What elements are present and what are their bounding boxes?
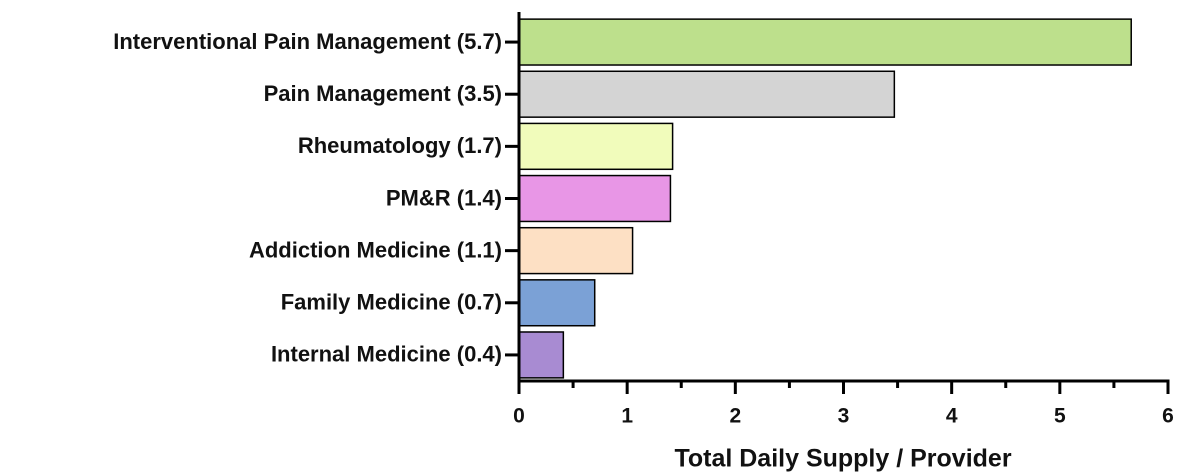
x-tick-label: 5 [1054, 405, 1066, 428]
x-tick-label: 3 [838, 405, 850, 428]
x-tick-label: 1 [621, 405, 633, 428]
bar [518, 18, 1132, 66]
x-tick-label: 0 [513, 405, 525, 428]
y-tick-label: Interventional Pain Management (5.7) [113, 29, 502, 54]
bar [518, 122, 674, 171]
y-tick-label: Rheumatology (1.7) [298, 133, 502, 158]
bar [518, 174, 672, 223]
bar [518, 331, 565, 379]
bar [518, 279, 596, 327]
x-tick-label: 2 [729, 405, 741, 428]
x-tick-label: 4 [946, 405, 958, 428]
bar [518, 226, 634, 275]
y-tick-label: Addiction Medicine (1.1) [249, 237, 502, 262]
bar [518, 70, 896, 118]
y-tick-label: PM&R (1.4) [386, 185, 502, 210]
y-tick-label: Family Medicine (0.7) [281, 290, 502, 315]
x-axis-title: Total Daily Supply / Provider [674, 445, 1011, 473]
y-tick-label: Pain Management (3.5) [264, 81, 502, 106]
x-tick-label: 6 [1162, 405, 1174, 428]
y-tick-label: Internal Medicine (0.4) [271, 342, 502, 367]
